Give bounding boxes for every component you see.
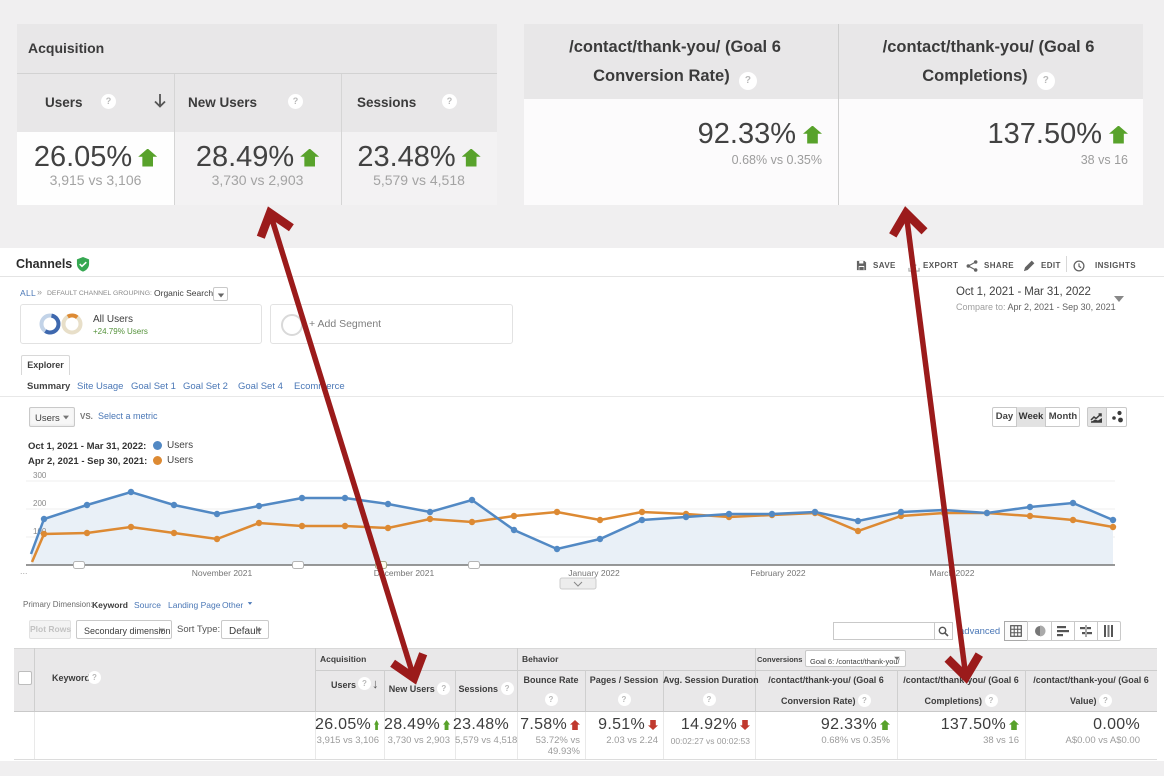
svg-text:300: 300	[33, 471, 47, 480]
svg-text:March 2022: March 2022	[930, 568, 975, 578]
svg-text:200: 200	[33, 499, 47, 508]
svg-text:November 2021: November 2021	[192, 568, 253, 578]
svg-text:January 2022: January 2022	[568, 568, 620, 578]
svg-text:February 2022: February 2022	[750, 568, 806, 578]
svg-text:...: ...	[20, 566, 28, 576]
svg-text:December 2021: December 2021	[374, 568, 435, 578]
